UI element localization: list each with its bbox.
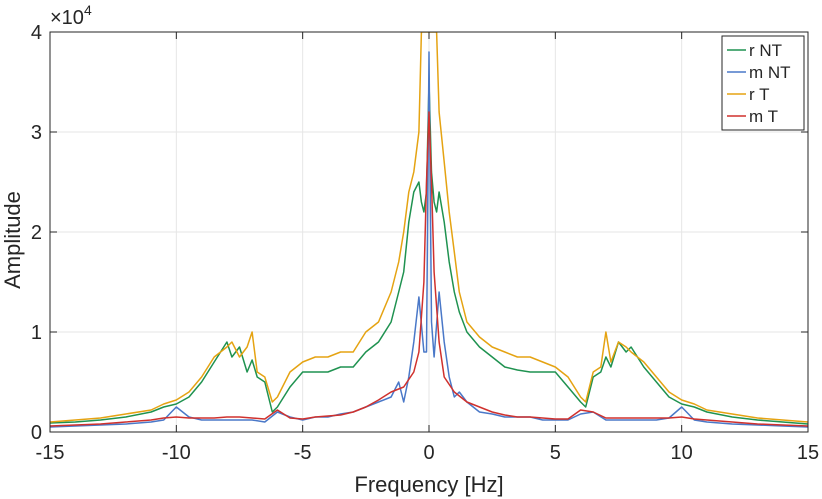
legend-box: [721, 35, 805, 131]
series-line-r-t: [50, 32, 808, 423]
legend-entry: r T: [749, 85, 769, 104]
x-tick-label: 15: [797, 442, 819, 464]
y-tick-label: 0: [31, 422, 42, 444]
y-tick-label: 4: [31, 22, 42, 44]
series-line-m-t: [50, 111, 808, 427]
y-exponent-power: 4: [84, 2, 92, 18]
y-axis-label: Amplitude: [0, 191, 25, 289]
series-line-m-nt: [50, 51, 808, 428]
x-tick-label: 0: [423, 442, 434, 464]
x-tick-label: 10: [671, 442, 693, 464]
x-tick-label: 5: [550, 442, 561, 464]
y-tick-label: 3: [31, 122, 42, 144]
axis-ticks: [49, 31, 809, 433]
series-layer: [50, 32, 808, 428]
x-tick-label: -5: [294, 442, 312, 464]
legend-entry: m T: [749, 107, 778, 126]
legend-entry: m NT: [749, 63, 791, 82]
x-tick-label: -15: [36, 442, 65, 464]
y-tick-label: 1: [31, 322, 42, 344]
x-tick-label: -10: [162, 442, 191, 464]
x-axis-label: Frequency [Hz]: [354, 472, 503, 497]
tick-labels: -15 -10 -5 0 5 10 15 0 1 2 3 4: [31, 22, 819, 464]
y-exponent-label: ×104: [50, 2, 92, 29]
legend-entry: r NT: [749, 41, 782, 60]
legend: r NT m NT r T m T: [721, 35, 805, 131]
y-tick-label: 2: [31, 222, 42, 244]
